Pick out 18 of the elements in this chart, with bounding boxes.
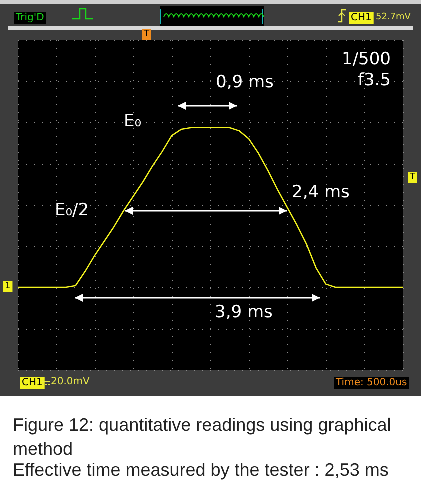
text: 20.0mV (51, 376, 90, 388)
text: Figure 12: quantitative readings using graphical method (13, 415, 396, 459)
text: 52.7mV (376, 12, 412, 22)
text: 1 (5, 282, 11, 292)
text: f3.5 (358, 70, 392, 90)
text: Trig'D (15, 12, 45, 24)
text: 3,9 ms (215, 302, 273, 322)
annotation: E₀/2 (55, 200, 90, 220)
annotation: E₀ (124, 112, 142, 132)
text: CH1 (351, 12, 372, 24)
text: CH1 (22, 378, 43, 388)
text: 0,9 ms (216, 72, 274, 92)
text: T (409, 172, 416, 182)
text: T (143, 30, 150, 40)
annotation: 2,4 ms (292, 182, 350, 202)
text: Effective time measured by the tester : 2,53 ms (13, 460, 389, 480)
text: 1/500 (342, 50, 391, 70)
text: Time: 500.0us (335, 378, 408, 388)
